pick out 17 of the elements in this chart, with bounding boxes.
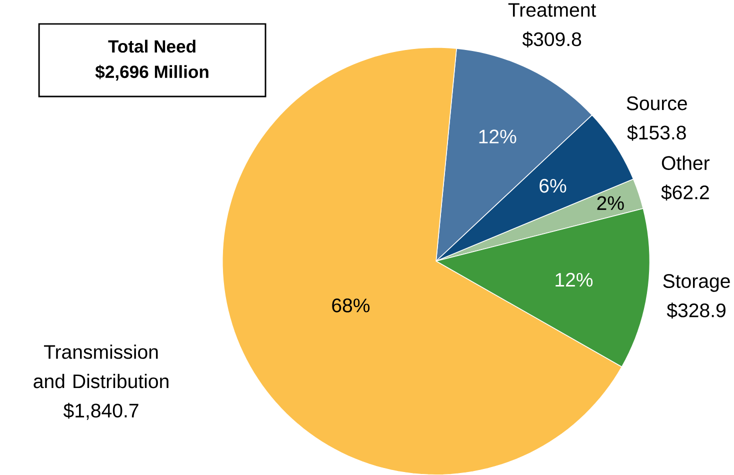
data-label: $328.9 (666, 302, 726, 318)
text: 12% (479, 130, 516, 144)
text: $2,696 Million (95, 64, 208, 81)
slice-label: Source (626, 96, 687, 110)
data-label: $62.2 (661, 184, 709, 200)
slice-label: Transmission and Distribution (34, 344, 168, 388)
text: 68% (332, 298, 370, 312)
text: 12% (556, 272, 593, 286)
slice-label: Storage (663, 274, 730, 292)
text: 6% (540, 178, 566, 193)
data-label: $309.8 (522, 31, 582, 48)
slice-label: Treatment (508, 3, 596, 17)
data-label: $1,840.7 (63, 402, 138, 420)
data-label: $153.8 (627, 124, 686, 141)
text: Total Need (108, 40, 196, 53)
text: 2% (597, 196, 624, 210)
slice-label: Other (662, 156, 710, 170)
